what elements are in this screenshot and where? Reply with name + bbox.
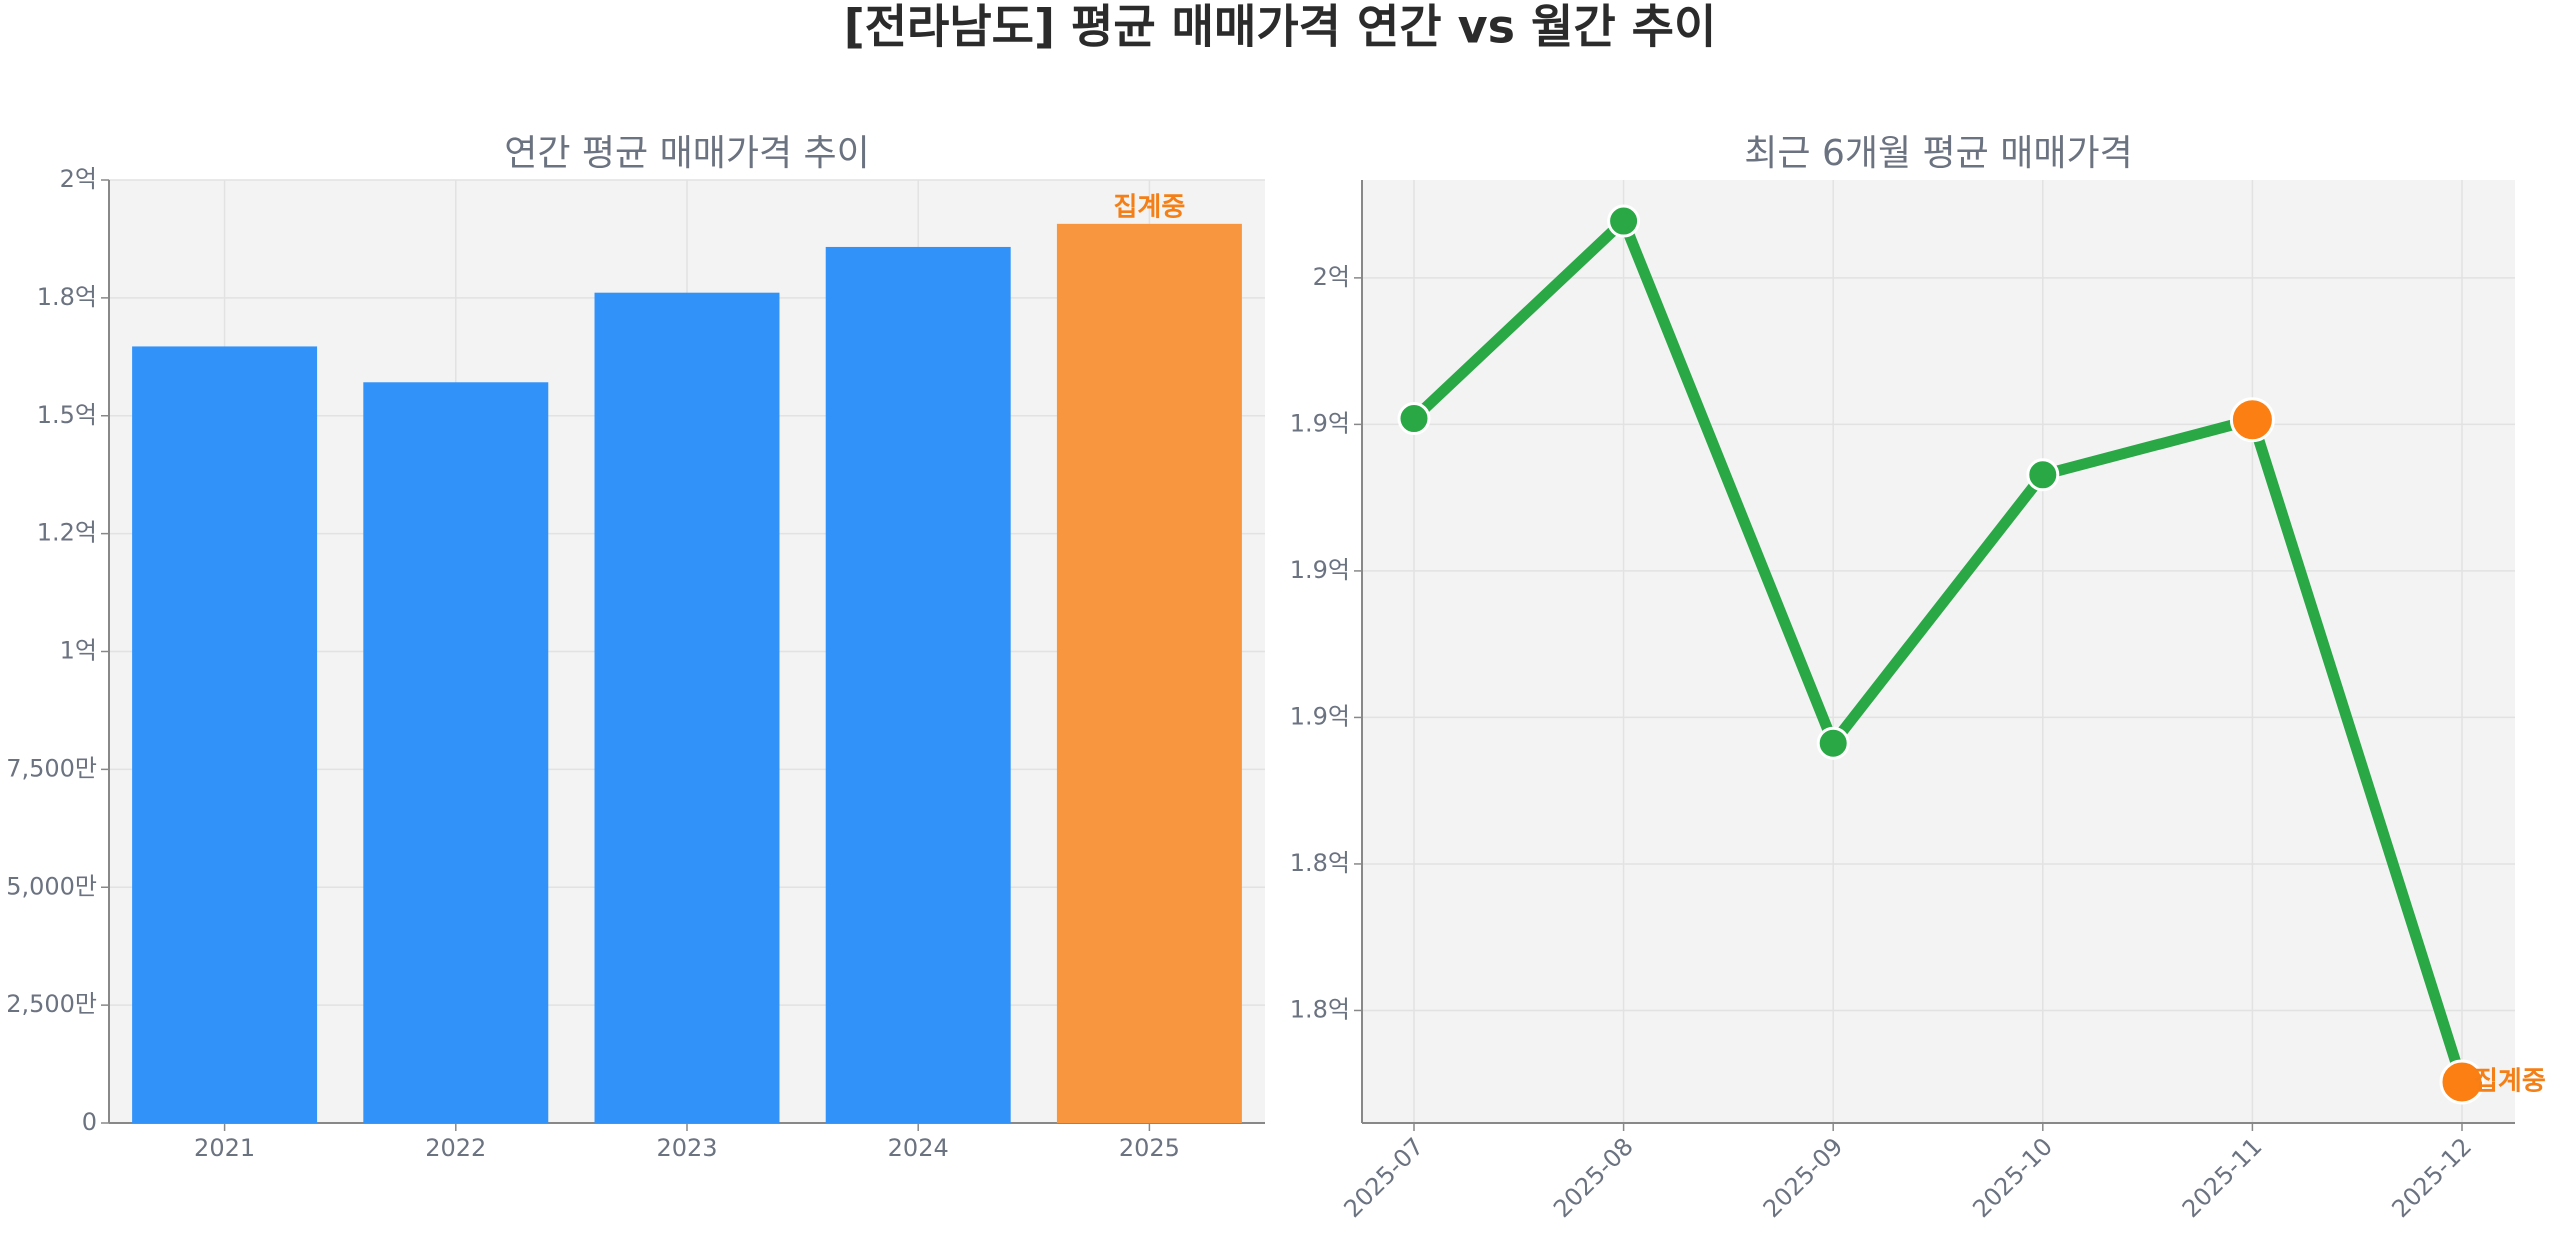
y-tick-label: 1.8억 xyxy=(1290,995,1350,1023)
x-tick-label: 2024 xyxy=(888,1134,949,1162)
y-tick-label: 2억 xyxy=(60,165,97,193)
x-tick-label: 2025-07 xyxy=(1338,1132,1429,1223)
point xyxy=(1607,204,1641,238)
bar xyxy=(594,292,780,1124)
point xyxy=(2439,1059,2485,1105)
y-tick-label: 5,000만 xyxy=(6,872,97,900)
y-tick-label: 0 xyxy=(82,1108,97,1136)
y-tick-label: 1억 xyxy=(60,637,97,665)
x-tick-label: 2021 xyxy=(194,1134,255,1162)
x-tick-label: 2022 xyxy=(425,1134,486,1162)
bar xyxy=(132,346,318,1123)
y-tick-label: 2억 xyxy=(1313,263,1350,291)
annotation: 집계중 xyxy=(2474,1066,2546,1096)
y-tick-label: 1.9억 xyxy=(1290,409,1350,437)
y-tick-label: 1.8억 xyxy=(37,283,97,311)
bar xyxy=(825,246,1011,1123)
y-tick-label: 1.9억 xyxy=(1290,556,1350,584)
y-tick-label: 1.8억 xyxy=(1290,849,1350,877)
point xyxy=(1816,726,1850,760)
y-tick-label: 1.5억 xyxy=(37,401,97,429)
point xyxy=(2229,397,2275,443)
chart-title: 연간 평균 매매가격 추이 xyxy=(504,133,870,174)
y-tick-label: 7,500만 xyxy=(6,754,97,782)
line xyxy=(1410,215,2468,1084)
annotation: 집계중 xyxy=(1114,192,1186,222)
y-tick-label: 1.2억 xyxy=(37,519,97,547)
x-tick-label: 2025 xyxy=(1119,1134,1180,1162)
x-tick-label: 2025-12 xyxy=(2386,1132,2477,1223)
x-tick-label: 2025-10 xyxy=(1967,1132,2058,1223)
bar xyxy=(363,382,549,1123)
y-tick-label: 1.9억 xyxy=(1290,702,1350,730)
bar xyxy=(1056,223,1242,1124)
point xyxy=(2026,458,2060,492)
plot-area xyxy=(1362,180,2515,1123)
x-tick-label: 2023 xyxy=(656,1134,717,1162)
x-tick-label: 2025-11 xyxy=(2177,1132,2268,1223)
x-tick-label: 2025-08 xyxy=(1548,1132,1639,1223)
x-tick-label: 2025-09 xyxy=(1758,1132,1849,1223)
y-tick-label: 2,500만 xyxy=(6,990,97,1018)
chart-title: 최근 6개월 평균 매매가격 xyxy=(1744,133,2132,174)
point xyxy=(1397,402,1431,436)
page-title: [전라남도] 평균 매매가격 연간 vs 월간 추이 xyxy=(844,0,1717,54)
